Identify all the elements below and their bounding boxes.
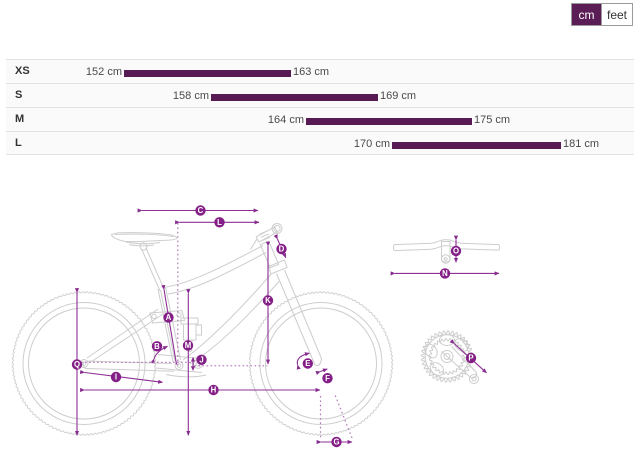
svg-text:M: M xyxy=(185,341,192,350)
svg-text:J: J xyxy=(199,356,203,365)
svg-text:A: A xyxy=(166,313,172,322)
svg-text:E: E xyxy=(305,359,310,368)
svg-text:B: B xyxy=(154,342,160,351)
svg-text:I: I xyxy=(115,373,117,382)
svg-text:O: O xyxy=(453,247,459,256)
svg-text:C: C xyxy=(198,206,204,215)
svg-text:G: G xyxy=(333,438,339,447)
svg-text:N: N xyxy=(442,269,448,278)
svg-text:P: P xyxy=(468,354,473,363)
svg-text:D: D xyxy=(279,245,285,254)
svg-text:L: L xyxy=(217,218,222,227)
svg-text:K: K xyxy=(265,296,271,305)
svg-text:Q: Q xyxy=(74,360,80,369)
svg-text:H: H xyxy=(211,386,217,395)
svg-text:F: F xyxy=(325,374,330,383)
